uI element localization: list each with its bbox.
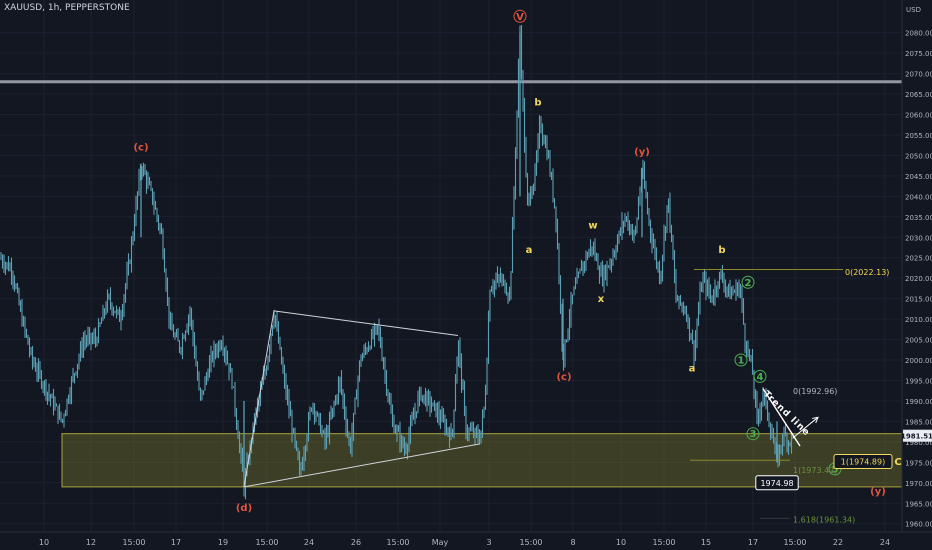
price-tick-label: 2045.00 (905, 173, 932, 181)
boxed-label-box (755, 475, 799, 491)
time-tick-label: 15:00 (255, 538, 278, 547)
time-tick-label: 22 (833, 538, 843, 547)
boxed-label-box (833, 454, 893, 470)
price-tick-label: 2025.00 (905, 255, 932, 263)
wave-label: (c) (133, 143, 148, 154)
wave-label: 5 (832, 464, 839, 475)
arrow-head (812, 416, 819, 424)
price-tick-label: 2015.00 (905, 296, 932, 304)
boxed-label: 1974.98 (760, 479, 793, 488)
time-axis-bg (0, 532, 932, 550)
wave-label: a (526, 245, 533, 256)
currency-label: USD (906, 6, 921, 14)
annotation-label: 0(1992.96) (793, 387, 837, 396)
time-tick-label: 3 (486, 538, 491, 547)
price-tick-label: 2055.00 (905, 132, 932, 140)
time-tick-label: 15:00 (519, 538, 542, 547)
wave-circle (513, 9, 527, 23)
price-tick-label: 2080.00 (905, 30, 932, 38)
wave-label: (d) (236, 503, 252, 514)
price-tick-label: 1980.00 (905, 439, 932, 447)
symbol-label: XAUUSD, 1h, PEPPERSTONE (4, 3, 130, 13)
wave-label: x (598, 294, 605, 305)
time-tick-label: 17 (171, 538, 181, 547)
price-tick-label: 1975.00 (905, 459, 932, 467)
price-tick-label: 2000.00 (905, 357, 932, 365)
price-tick-label: 2070.00 (905, 71, 932, 79)
triangle-lower (243, 443, 481, 488)
price-tick-label: 2030.00 (905, 234, 932, 242)
price-tick-label: 1995.00 (905, 377, 932, 385)
trend-line (762, 388, 801, 447)
wave-label: 2 (745, 278, 752, 289)
time-tick-label: 15:00 (783, 538, 806, 547)
price-tick-label: 2040.00 (905, 193, 932, 201)
price-tick-label: 1965.00 (905, 500, 932, 508)
time-tick-label: 26 (351, 538, 361, 547)
time-tick-label: 24 (304, 538, 314, 547)
wave-circle (746, 427, 760, 441)
price-axis-bg (902, 0, 932, 550)
price-tick-label: 1970.00 (905, 480, 932, 488)
annotation-label: 0(2022.13) (845, 268, 889, 277)
wave-label: V (516, 12, 524, 23)
projection-arrow (792, 416, 819, 439)
wave-circle (753, 369, 767, 383)
price-tick-label: 2005.00 (905, 337, 932, 345)
price-tick-label: 2075.00 (905, 50, 932, 58)
wave-label: (c) (556, 372, 571, 383)
price-tick-label: 2035.00 (905, 214, 932, 222)
time-tick-label: 24 (880, 538, 890, 547)
time-tick-label: 8 (570, 538, 575, 547)
price-tick-label: 1990.00 (905, 398, 932, 406)
wave-label: (y) (634, 147, 650, 158)
time-tick-label: 10 (39, 538, 49, 547)
wave-label: b (534, 98, 541, 109)
price-tick-label: 2050.00 (905, 152, 932, 160)
wave-label: (y) (870, 486, 886, 497)
current-price-label: 1981.51 (901, 433, 932, 441)
price-tick-label: 1960.00 (905, 521, 932, 529)
boxed-label: 1(1974.89) (841, 458, 885, 467)
wave-label: 4 (757, 372, 764, 383)
wave-label: C (894, 457, 901, 468)
time-tick-label: 12 (86, 538, 96, 547)
time-tick-label: 19 (218, 538, 228, 547)
time-tick-label: 17 (748, 538, 758, 547)
triangle-upper (273, 310, 459, 336)
price-tick-label: 2010.00 (905, 316, 932, 324)
wave-label: b (718, 245, 725, 256)
wave-label: a (689, 364, 696, 375)
time-tick-label: 10 (616, 538, 626, 547)
current-price-badge (903, 429, 932, 442)
annotation-label: 1(1973.42) (793, 466, 837, 475)
time-tick-label: 15:00 (122, 538, 145, 547)
time-tick-label: May (432, 538, 449, 547)
wave-circle (734, 353, 748, 367)
price-tick-label: 1985.00 (905, 418, 932, 426)
wave-label: 3 (750, 429, 757, 440)
wave-circle (741, 275, 755, 289)
triangle-left (243, 310, 275, 487)
price-tick-label: 2020.00 (905, 275, 932, 283)
price-tick-label: 2060.00 (905, 111, 932, 119)
wave-label: 1 (738, 356, 745, 367)
wave-label: w (588, 220, 597, 231)
time-tick-label: 15:00 (652, 538, 675, 547)
price-tick-label: 2065.00 (905, 91, 932, 99)
time-tick-label: 15 (701, 538, 711, 547)
annotation-label: 1.618(1961.34) (793, 516, 855, 525)
time-tick-label: 15:00 (386, 538, 409, 547)
